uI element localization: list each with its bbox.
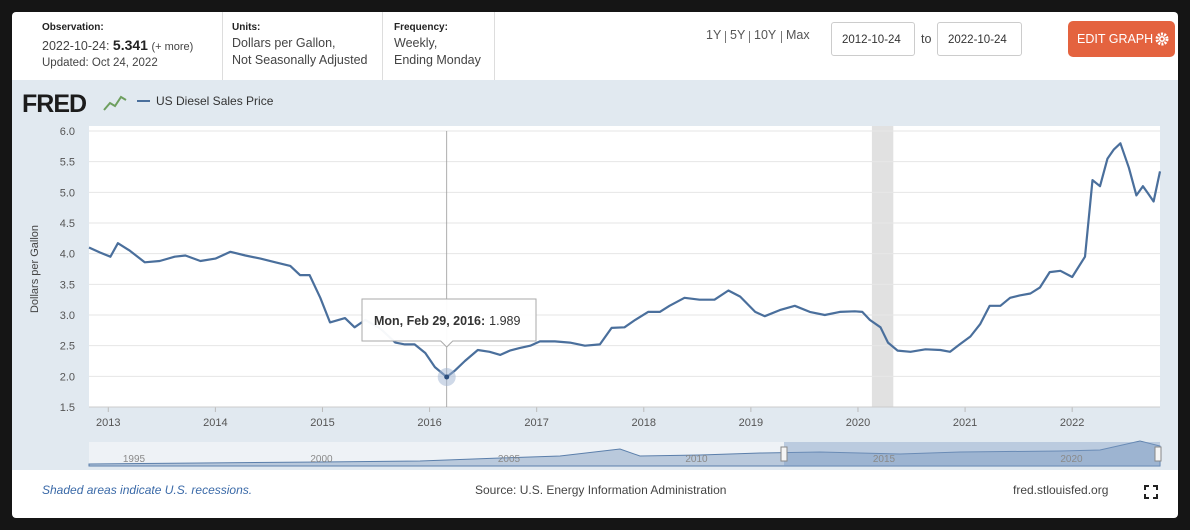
button-label: EDIT GRAPH: [1077, 32, 1154, 46]
y-tick-label: 1.5: [60, 402, 75, 414]
navigator-handle[interactable]: [1154, 446, 1162, 462]
y-tick-label: 2.0: [60, 371, 75, 383]
separator: [222, 12, 223, 80]
frequency-label: Frequency:: [394, 22, 448, 33]
updated: Updated: Oct 24, 2022: [42, 57, 158, 69]
navigator-label: 2015: [873, 454, 896, 465]
navigator-handle[interactable]: [780, 446, 788, 462]
x-tick-label: 2020: [846, 417, 870, 429]
y-axis-label: Dollars per Gallon: [29, 225, 41, 313]
edit-graph-button[interactable]: EDIT GRAPH: [1068, 21, 1175, 57]
range-button[interactable]: 5Y: [730, 28, 746, 42]
navigator-label: 2010: [685, 454, 708, 465]
y-tick-label: 6.0: [60, 126, 75, 138]
observation-label: Observation:: [42, 22, 104, 33]
navigator-label: 2000: [310, 454, 333, 465]
x-tick-label: 2017: [524, 417, 548, 429]
x-tick-label: 2018: [632, 417, 656, 429]
y-tick-label: 3.5: [60, 279, 75, 291]
range-separator: [749, 31, 750, 43]
range-button[interactable]: 10Y: [754, 28, 777, 42]
navigator-label: 2020: [1060, 454, 1083, 465]
x-tick-label: 2013: [96, 417, 120, 429]
chart: FRED 1.5 2.0 2.5 3.0 3.5 4.0 4.5 5.0 5.5 6.0 2013 2…: [12, 80, 1178, 470]
y-tick-label: 2.5: [60, 341, 75, 353]
separator: [494, 12, 495, 80]
fred-panel: FRED 1.5 2.0 2.5 3.0 3.5 4.0 4.5 5.0 5.5 6.0 2013 2…: [12, 12, 1178, 518]
x-tick-label: 2014: [203, 417, 227, 429]
range-button[interactable]: 1Y: [706, 28, 722, 42]
units: Not Seasonally Adjusted: [232, 53, 368, 67]
x-tick-label: 2022: [1060, 417, 1084, 429]
navigator-label: 1995: [123, 454, 146, 465]
legend-label: US Diesel Sales Price: [156, 94, 274, 108]
date-to[interactable]: 2022-10-24: [937, 22, 1022, 56]
range-button[interactable]: Max: [786, 28, 810, 42]
site-link[interactable]: fred.stlouisfed.org: [1013, 483, 1109, 497]
x-tick-label: 2021: [953, 417, 977, 429]
separator: [382, 12, 383, 80]
fullscreen-icon[interactable]: [1144, 485, 1158, 499]
recession-shade: [871, 126, 894, 407]
tooltip-text: Mon, Feb 29, 2016: 1.989: [374, 314, 520, 328]
gear-icon: [1155, 32, 1169, 46]
y-tick-label: 4.0: [60, 249, 75, 261]
observation-date: 2022-10-24:: [42, 39, 110, 53]
y-tick-label: 5.0: [60, 187, 75, 199]
observation: 2022-10-24: 5.341 (+ more): [42, 36, 193, 56]
to-label: to: [921, 32, 932, 46]
recession-note: Shaded areas indicate U.S. recessions.: [42, 483, 253, 497]
x-tick-label: 2015: [310, 417, 334, 429]
y-tick-label: 3.0: [60, 310, 75, 322]
plot-area: [89, 126, 1160, 407]
range-separator: [725, 31, 726, 43]
x-tick-label: 2019: [739, 417, 763, 429]
hover-point: [444, 374, 450, 380]
tooltip-box: [361, 298, 537, 348]
navigator-label: 2005: [498, 454, 521, 465]
navigator-area: [88, 440, 1161, 467]
x-tick-label: 2016: [417, 417, 441, 429]
source: Source: U.S. Energy Information Administ…: [475, 483, 727, 497]
tooltip-date: Mon, Feb 29, 2016:: [374, 314, 485, 328]
y-tick-label: 5.5: [60, 157, 75, 169]
date-from[interactable]: 2012-10-24: [831, 22, 915, 56]
logo-icon: [103, 95, 127, 111]
series-line: [88, 142, 1162, 379]
observation-value: 5.341: [112, 37, 148, 53]
frequency: Weekly,: [394, 36, 438, 50]
logo: FRED: [22, 90, 86, 118]
units-label: Units:: [232, 22, 261, 33]
tooltip-value: 1.989: [489, 314, 520, 328]
y-tick-label: 4.5: [60, 218, 75, 230]
plot-group: FRED 1.5 2.0 2.5 3.0 3.5 4.0 4.5 5.0 5.5 6.0 2013 2…: [22, 90, 1162, 467]
range-separator: [781, 31, 782, 43]
units: Dollars per Gallon,: [232, 36, 336, 50]
navigator-selection: [784, 442, 1160, 466]
frequency: Ending Monday: [394, 53, 481, 67]
more-link[interactable]: (+ more): [151, 41, 194, 53]
